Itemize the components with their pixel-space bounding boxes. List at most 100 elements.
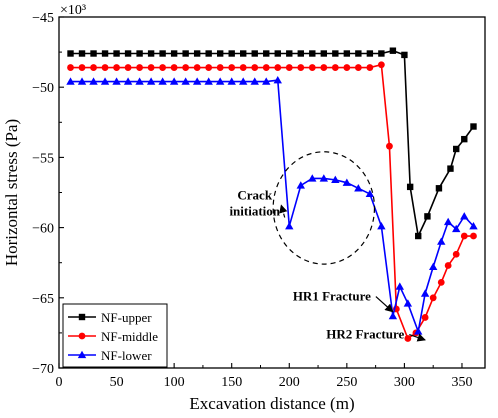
legend-label: NF-middle	[101, 329, 158, 344]
x-tick-label: 0	[56, 375, 63, 390]
legend-label: NF-lower	[101, 348, 152, 363]
annotation: Crack initiation	[229, 188, 288, 219]
data-point	[228, 50, 235, 57]
data-point	[274, 64, 282, 71]
legend: NF-upper NF-middle NF-lower	[62, 303, 168, 368]
y-tick-label: −65	[32, 292, 54, 307]
data-point	[296, 181, 305, 189]
x-tick-label: 50	[110, 375, 124, 390]
data-point	[227, 77, 236, 85]
legend-marker	[78, 332, 86, 340]
annotation: HR2 Fracture	[326, 327, 426, 342]
data-point	[216, 50, 224, 57]
annotation-label: Crack initiation	[229, 188, 280, 219]
data-point	[90, 50, 97, 57]
data-point	[124, 64, 132, 71]
data-point	[414, 327, 423, 335]
data-point	[429, 294, 437, 302]
annotation-text-line: initiation	[229, 204, 280, 219]
data-point	[273, 75, 282, 84]
data-point	[428, 262, 438, 271]
data-point	[470, 123, 477, 130]
data-point	[320, 64, 328, 71]
data-point	[354, 64, 362, 71]
data-point	[170, 64, 178, 71]
data-point	[389, 47, 397, 54]
data-point	[377, 61, 385, 69]
data-point	[67, 50, 74, 57]
data-point	[159, 64, 167, 71]
x-tick-label: 300	[394, 375, 415, 390]
data-point	[274, 50, 281, 57]
data-point	[320, 50, 328, 57]
data-point	[343, 64, 351, 71]
x-tick-label: 200	[279, 375, 300, 390]
x-tick-label: 250	[336, 375, 357, 390]
data-point	[136, 64, 143, 71]
data-point	[204, 77, 213, 85]
data-point	[378, 50, 385, 57]
data-point	[386, 142, 393, 150]
data-point	[343, 50, 351, 57]
data-point	[443, 217, 453, 226]
data-point	[453, 145, 460, 153]
data-point	[215, 77, 225, 85]
data-point	[170, 50, 178, 57]
data-point	[435, 185, 443, 192]
annotation-arrow	[409, 333, 426, 342]
data-point	[136, 50, 143, 57]
data-point	[239, 64, 247, 71]
data-point	[421, 314, 429, 321]
data-point	[123, 77, 133, 85]
y-axis-multiplier: ×10³	[60, 3, 86, 18]
data-point	[262, 77, 271, 85]
data-point	[354, 184, 363, 192]
crack-initiation-ellipse	[272, 151, 376, 265]
data-point	[406, 183, 414, 191]
data-point	[308, 174, 317, 182]
data-point	[251, 50, 258, 57]
data-point	[452, 224, 461, 233]
data-point	[388, 311, 398, 320]
data-point	[355, 50, 362, 57]
legend-entry: NF-lower	[68, 348, 152, 363]
annotation-text-line: HR1 Fracture	[293, 289, 371, 304]
data-point	[100, 77, 110, 85]
data-point	[113, 64, 120, 71]
data-point	[285, 221, 294, 230]
data-point	[89, 77, 98, 85]
data-point	[66, 77, 75, 85]
y-axis-label: Horizontal stress (Pa)	[2, 119, 21, 266]
y-tick-label: −70	[32, 362, 54, 377]
y-tick-label: −45	[32, 11, 54, 26]
data-point	[182, 50, 189, 57]
data-point	[205, 50, 212, 57]
legend-marker	[77, 350, 87, 359]
data-point	[101, 50, 109, 57]
annotation-label: HR2 Fracture	[326, 327, 404, 342]
data-point	[366, 64, 374, 71]
annotation-label: HR1 Fracture	[293, 289, 371, 304]
data-point	[135, 77, 144, 85]
data-point	[444, 262, 452, 269]
data-point	[182, 64, 190, 71]
data-point	[452, 250, 460, 258]
legend-marker	[78, 313, 86, 321]
data-point	[239, 77, 248, 85]
data-point	[420, 289, 430, 297]
data-point	[309, 50, 316, 57]
data-point	[158, 77, 167, 85]
data-point	[147, 64, 155, 71]
data-point	[146, 77, 156, 85]
data-point	[285, 64, 293, 71]
data-point	[365, 189, 375, 198]
data-point	[262, 64, 270, 71]
data-point	[401, 51, 408, 59]
data-point	[469, 221, 478, 230]
data-point	[147, 50, 155, 57]
x-tick-label: 350	[451, 375, 472, 390]
data-point	[437, 278, 445, 286]
x-tick-label: 100	[164, 375, 185, 390]
annotation-text-line: Crack	[237, 188, 272, 203]
